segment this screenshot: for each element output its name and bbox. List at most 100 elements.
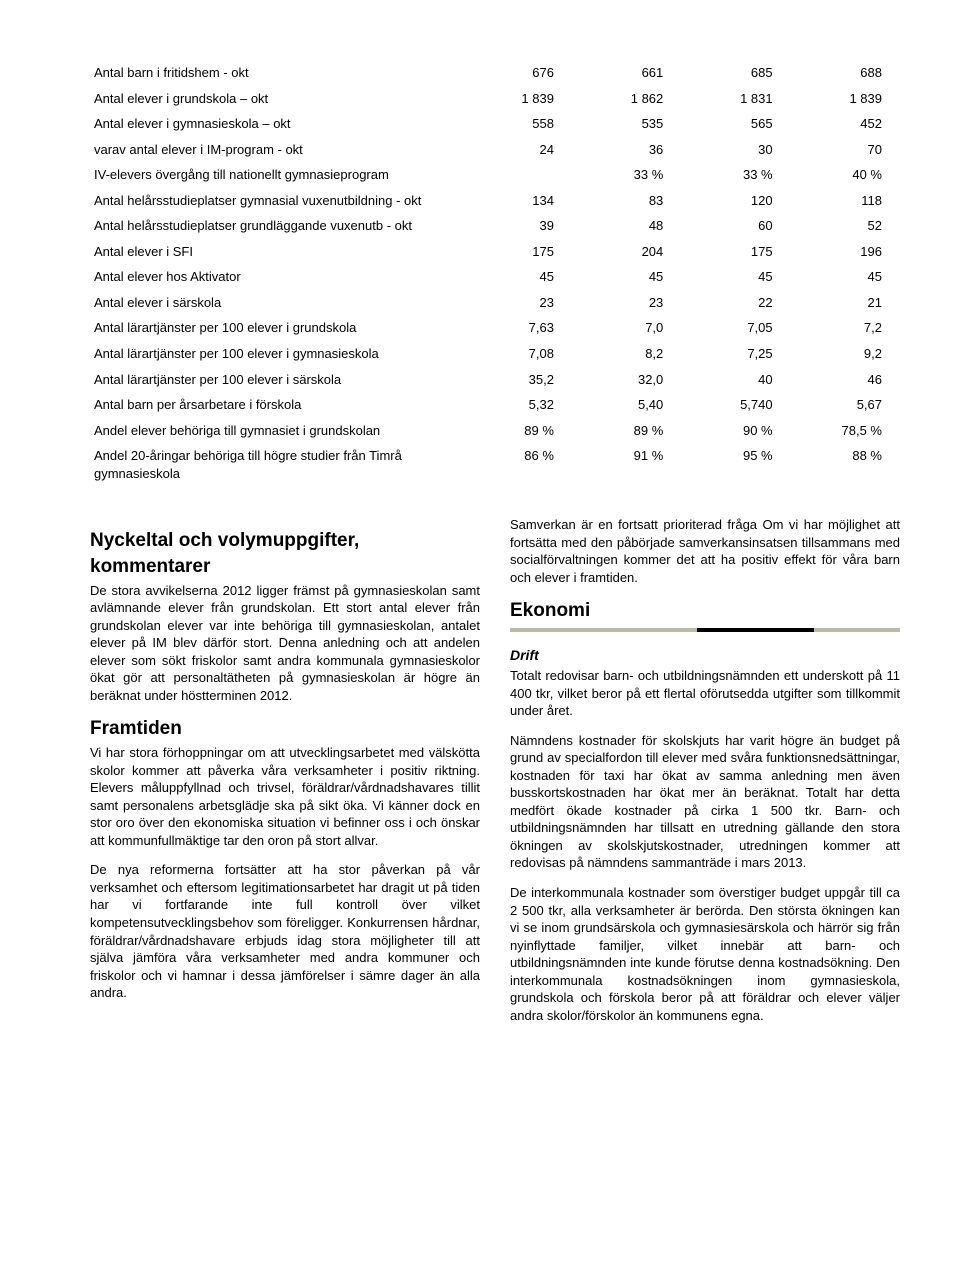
row-value: 565 bbox=[681, 111, 790, 137]
row-value: 1 839 bbox=[463, 86, 572, 112]
row-value: 83 bbox=[572, 188, 681, 214]
row-label: Antal elever hos Aktivator bbox=[90, 264, 463, 290]
row-value: 8,2 bbox=[572, 341, 681, 367]
row-value: 70 bbox=[791, 137, 900, 163]
table-row: Antal barn per årsarbetare i förskola5,3… bbox=[90, 392, 900, 418]
row-value: 23 bbox=[572, 290, 681, 316]
section-divider bbox=[510, 628, 900, 632]
row-value: 60 bbox=[681, 213, 790, 239]
row-value: 134 bbox=[463, 188, 572, 214]
row-value: 120 bbox=[681, 188, 790, 214]
heading-framtiden: Framtiden bbox=[90, 716, 480, 742]
heading-ekonomi: Ekonomi bbox=[510, 598, 900, 624]
row-value: 558 bbox=[463, 111, 572, 137]
table-row: IV-elevers övergång till nationellt gymn… bbox=[90, 162, 900, 188]
row-value: 86 % bbox=[463, 443, 572, 486]
row-label: Antal elever i grundskola – okt bbox=[90, 86, 463, 112]
row-value: 535 bbox=[572, 111, 681, 137]
row-value: 89 % bbox=[572, 418, 681, 444]
row-value: 7,05 bbox=[681, 315, 790, 341]
row-value: 7,63 bbox=[463, 315, 572, 341]
row-value: 89 % bbox=[463, 418, 572, 444]
row-value: 175 bbox=[463, 239, 572, 265]
table-row: Andel 20-åringar behöriga till högre stu… bbox=[90, 443, 900, 486]
table-row: Antal elever i särskola23232221 bbox=[90, 290, 900, 316]
row-value: 46 bbox=[791, 367, 900, 393]
row-value bbox=[463, 162, 572, 188]
paragraph: Samverkan är en fortsatt prioriterad frå… bbox=[510, 516, 900, 586]
row-label: Antal elever i gymnasieskola – okt bbox=[90, 111, 463, 137]
heading-drift: Drift bbox=[510, 646, 900, 665]
row-value: 21 bbox=[791, 290, 900, 316]
row-label: IV-elevers övergång till nationellt gymn… bbox=[90, 162, 463, 188]
row-label: Antal barn per årsarbetare i förskola bbox=[90, 392, 463, 418]
table-row: Antal helårsstudieplatser grundläggande … bbox=[90, 213, 900, 239]
row-value: 90 % bbox=[681, 418, 790, 444]
row-value: 204 bbox=[572, 239, 681, 265]
paragraph: Totalt redovisar barn- och utbildningsnä… bbox=[510, 667, 900, 720]
row-value: 33 % bbox=[572, 162, 681, 188]
table-row: Antal lärartjänster per 100 elever i gym… bbox=[90, 341, 900, 367]
row-label: Antal helårsstudieplatser grundläggande … bbox=[90, 213, 463, 239]
row-value: 661 bbox=[572, 60, 681, 86]
table-row: Antal elever hos Aktivator45454545 bbox=[90, 264, 900, 290]
row-value: 1 831 bbox=[681, 86, 790, 112]
row-value: 5,40 bbox=[572, 392, 681, 418]
row-value: 7,08 bbox=[463, 341, 572, 367]
row-value: 24 bbox=[463, 137, 572, 163]
row-label: Antal elever i särskola bbox=[90, 290, 463, 316]
row-value: 7,0 bbox=[572, 315, 681, 341]
row-value: 5,67 bbox=[791, 392, 900, 418]
row-value: 22 bbox=[681, 290, 790, 316]
row-value: 9,2 bbox=[791, 341, 900, 367]
table-row: Antal barn i fritidshem - okt67666168568… bbox=[90, 60, 900, 86]
row-value: 52 bbox=[791, 213, 900, 239]
row-label: Antal lärartjänster per 100 elever i gru… bbox=[90, 315, 463, 341]
table-row: Antal elever i SFI175204175196 bbox=[90, 239, 900, 265]
row-value: 45 bbox=[463, 264, 572, 290]
table-row: Antal elever i grundskola – okt1 8391 86… bbox=[90, 86, 900, 112]
paragraph: De stora avvikelserna 2012 ligger främst… bbox=[90, 582, 480, 705]
row-value: 5,740 bbox=[681, 392, 790, 418]
table-row: Antal lärartjänster per 100 elever i sär… bbox=[90, 367, 900, 393]
row-value: 688 bbox=[791, 60, 900, 86]
table-row: Antal lärartjänster per 100 elever i gru… bbox=[90, 315, 900, 341]
row-value: 78,5 % bbox=[791, 418, 900, 444]
row-value: 45 bbox=[681, 264, 790, 290]
table-row: Antal helårsstudieplatser gymnasial vuxe… bbox=[90, 188, 900, 214]
row-value: 95 % bbox=[681, 443, 790, 486]
row-label: Andel elever behöriga till gymnasiet i g… bbox=[90, 418, 463, 444]
paragraph: De interkommunala kostnader som överstig… bbox=[510, 884, 900, 1024]
row-value: 5,32 bbox=[463, 392, 572, 418]
row-value: 23 bbox=[463, 290, 572, 316]
row-value: 36 bbox=[572, 137, 681, 163]
row-value: 45 bbox=[572, 264, 681, 290]
row-label: Andel 20-åringar behöriga till högre stu… bbox=[90, 443, 463, 486]
row-label: Antal elever i SFI bbox=[90, 239, 463, 265]
metrics-table: Antal barn i fritidshem - okt67666168568… bbox=[90, 60, 900, 486]
row-value: 30 bbox=[681, 137, 790, 163]
row-label: Antal helårsstudieplatser gymnasial vuxe… bbox=[90, 188, 463, 214]
row-label: Antal lärartjänster per 100 elever i gym… bbox=[90, 341, 463, 367]
table-row: Andel elever behöriga till gymnasiet i g… bbox=[90, 418, 900, 444]
table-row: Antal elever i gymnasieskola – okt558535… bbox=[90, 111, 900, 137]
row-value: 32,0 bbox=[572, 367, 681, 393]
row-value: 7,2 bbox=[791, 315, 900, 341]
row-value: 196 bbox=[791, 239, 900, 265]
right-column: Samverkan är en fortsatt prioriterad frå… bbox=[510, 516, 900, 1036]
paragraph: De nya reformerna fortsätter att ha stor… bbox=[90, 861, 480, 1001]
row-value: 1 839 bbox=[791, 86, 900, 112]
paragraph: Nämndens kostnader för skolskjuts har va… bbox=[510, 732, 900, 872]
paragraph: Vi har stora förhoppningar om att utveck… bbox=[90, 744, 480, 849]
row-value: 48 bbox=[572, 213, 681, 239]
row-value: 40 bbox=[681, 367, 790, 393]
left-column: Nyckeltal och volymuppgifter, kommentare… bbox=[90, 516, 480, 1036]
row-value: 175 bbox=[681, 239, 790, 265]
row-value: 88 % bbox=[791, 443, 900, 486]
row-value: 118 bbox=[791, 188, 900, 214]
row-value: 452 bbox=[791, 111, 900, 137]
row-value: 676 bbox=[463, 60, 572, 86]
row-value: 33 % bbox=[681, 162, 790, 188]
row-label: varav antal elever i IM-program - okt bbox=[90, 137, 463, 163]
row-value: 45 bbox=[791, 264, 900, 290]
